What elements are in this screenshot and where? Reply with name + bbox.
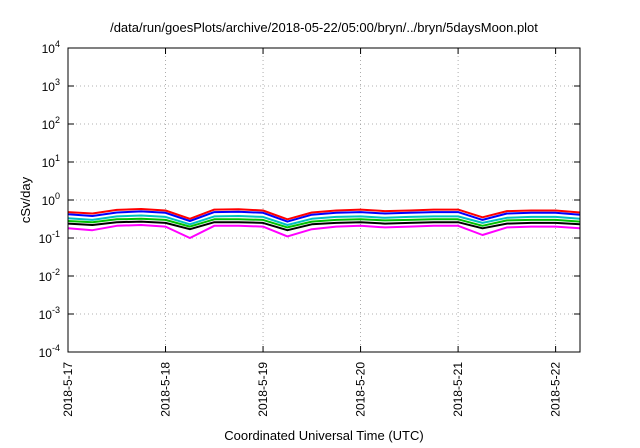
y-tick-label: 10-3 <box>39 305 60 322</box>
y-tick-label: 10-4 <box>39 343 60 360</box>
x-tick-label: 2018-5-21 <box>451 362 465 417</box>
series-line-4 <box>67 214 581 226</box>
x-axis: 2018-5-17 2018-5-18 2018-5-19 2018-5-20 2018… <box>61 48 563 417</box>
x-tick-label: 2018-5-19 <box>256 362 270 417</box>
y-axis-label: cSv/day <box>18 176 33 223</box>
x-tick-label: 2018-5-17 <box>61 362 75 417</box>
y-tick-label: 103 <box>42 77 60 94</box>
y-tick-label: 102 <box>42 115 60 132</box>
y-tick-label: 10-2 <box>39 267 60 284</box>
y-tick-label: 10-1 <box>39 229 60 246</box>
x-axis-label: Coordinated Universal Time (UTC) <box>224 428 423 443</box>
x-tick-label: 2018-5-20 <box>354 362 368 417</box>
series-line-5 <box>67 210 581 223</box>
series-line-1 <box>67 224 581 239</box>
x-tick-label: 2018-5-18 <box>159 362 173 417</box>
x-tick-label: 2018-5-22 <box>549 362 563 417</box>
series-line-3 <box>67 217 581 229</box>
chart-title: /data/run/goesPlots/archive/2018-05-22/0… <box>110 20 538 35</box>
y-tick-label: 101 <box>42 153 60 170</box>
y-tick-label: 100 <box>42 191 60 208</box>
series-line-2 <box>67 220 581 232</box>
y-tick-label: 104 <box>42 39 60 56</box>
grid-lines <box>68 48 580 352</box>
y-axis: 10-4 10-3 10-2 10-1 100 101 102 103 104 <box>39 39 580 360</box>
series-layer <box>67 208 581 239</box>
series-line-6 <box>67 208 581 221</box>
